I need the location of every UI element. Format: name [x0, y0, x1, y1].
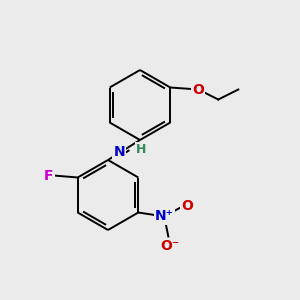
- Text: N: N: [113, 146, 125, 159]
- Text: F: F: [44, 169, 53, 182]
- Text: O⁻: O⁻: [161, 239, 180, 254]
- Text: O: O: [192, 82, 204, 97]
- Text: O: O: [182, 199, 193, 212]
- Text: N⁺: N⁺: [155, 209, 174, 224]
- Text: H: H: [136, 143, 146, 156]
